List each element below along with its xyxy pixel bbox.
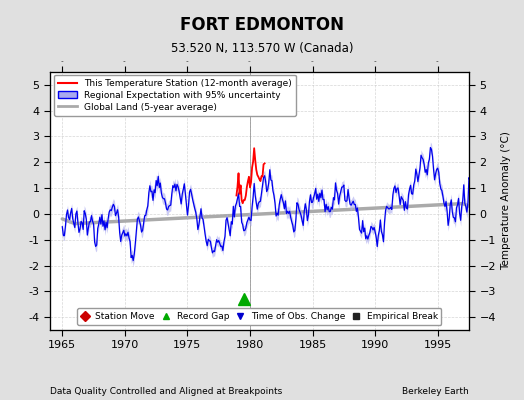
- Y-axis label: Temperature Anomaly (°C): Temperature Anomaly (°C): [501, 132, 511, 270]
- Legend: Station Move, Record Gap, Time of Obs. Change, Empirical Break: Station Move, Record Gap, Time of Obs. C…: [78, 308, 441, 325]
- Text: FORT EDMONTON: FORT EDMONTON: [180, 16, 344, 34]
- Text: 53.520 N, 113.570 W (Canada): 53.520 N, 113.570 W (Canada): [171, 42, 353, 55]
- Text: Berkeley Earth: Berkeley Earth: [402, 387, 469, 396]
- Text: Data Quality Controlled and Aligned at Breakpoints: Data Quality Controlled and Aligned at B…: [50, 387, 282, 396]
